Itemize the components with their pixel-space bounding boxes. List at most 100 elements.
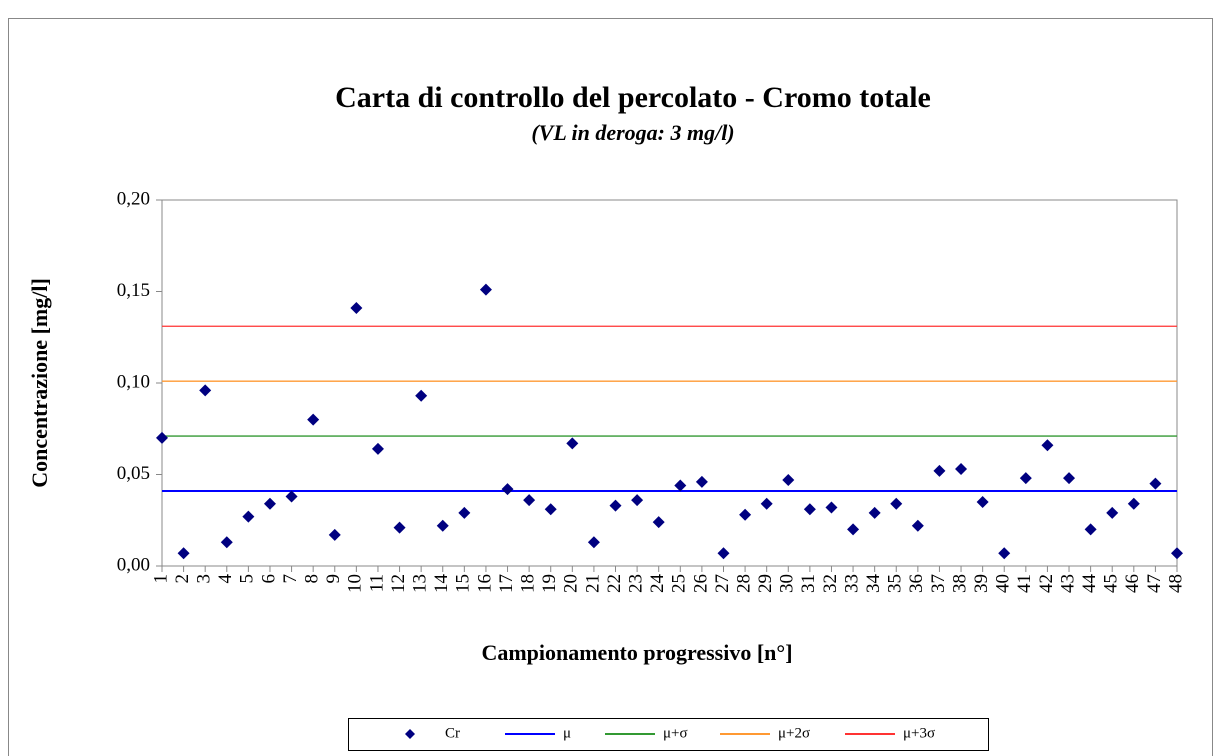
x-tick-label: 15 [453,574,474,593]
y-tick-label: 0,15 [117,280,150,301]
data-point [350,301,363,314]
data-point [1106,506,1119,519]
x-tick-label: 34 [863,574,884,594]
x-tick-label: 3 [194,574,215,584]
x-tick-label: 28 [733,574,754,593]
chart-subtitle: (VL in deroga: 3 mg/l) [531,120,734,145]
data-point [868,506,881,519]
y-axis-title: Concentrazione [mg/l] [27,278,52,488]
data-point [242,510,255,523]
x-tick-label: 31 [798,574,819,593]
legend-label: μ [563,725,571,741]
data-point [674,479,687,492]
data-point [307,413,320,426]
x-tick-label: 29 [755,574,776,593]
data-point [415,389,428,402]
x-tick-label: 20 [561,574,582,593]
y-tick-label: 0,00 [117,554,150,575]
y-tick-label: 0,10 [117,371,150,392]
data-point [1171,547,1183,560]
x-tick-label: 12 [388,574,409,593]
x-tick-label: 41 [1014,574,1035,593]
x-tick-label: 24 [647,574,668,594]
data-point [955,463,968,476]
x-tick-label: 2 [172,574,193,584]
data-point [479,283,492,296]
data-point [631,494,644,507]
data-point [933,464,946,477]
x-tick-label: 5 [237,574,258,584]
data-point [220,536,233,549]
data-point [1149,477,1162,490]
data-point [1063,472,1076,485]
x-tick-label: 42 [1036,574,1057,593]
data-point [998,547,1011,560]
x-tick-label: 43 [1057,574,1078,593]
x-tick-label: 33 [841,574,862,593]
data-point [825,501,838,514]
x-tick-label: 35 [885,574,906,593]
legend-label: Cr [445,725,460,741]
x-tick-label: 40 [993,574,1014,593]
y-tick-label: 0,20 [117,188,150,209]
x-tick-label: 11 [366,574,387,592]
x-tick-label: 6 [258,574,279,584]
x-tick-label: 1 [150,574,171,584]
x-tick-label: 14 [431,574,452,594]
chart-title: Carta di controllo del percolato - Cromo… [335,81,931,114]
x-tick-label: 44 [1079,574,1100,594]
x-tick-label: 48 [1165,574,1186,593]
x-tick-label: 7 [280,574,301,584]
data-point [328,528,341,541]
x-tick-label: 21 [582,574,603,593]
legend-marker [405,729,415,739]
x-tick-label: 36 [906,574,927,593]
data-point [652,516,665,529]
data-point [177,547,190,560]
data-point [285,490,298,503]
data-point [587,536,600,549]
data-point [156,431,168,444]
data-point [760,497,773,510]
legend-label: μ+2σ [778,725,810,741]
x-tick-label: 25 [669,574,690,593]
x-tick-label: 16 [474,574,495,593]
data-point [393,521,406,534]
data-point [1019,472,1032,485]
plot-area [161,199,1178,567]
data-point [890,497,903,510]
legend-label: μ+3σ [903,725,935,741]
x-tick-label: 45 [1101,574,1122,593]
y-tick-label: 0,05 [117,463,150,484]
data-point [263,497,276,510]
data-point [501,483,514,496]
x-tick-label: 37 [928,574,949,593]
x-tick-label: 13 [410,574,431,593]
data-point [458,506,471,519]
x-tick-label: 18 [517,574,538,593]
x-tick-label: 30 [777,574,798,593]
x-tick-label: 47 [1144,574,1165,593]
data-point [717,547,730,560]
x-axis-title: Campionamento progressivo [n°] [481,640,792,665]
x-tick-label: 8 [302,574,323,584]
x-tick-label: 10 [345,574,366,593]
x-tick-label: 39 [971,574,992,593]
x-tick-label: 32 [820,574,841,593]
data-point [609,499,622,512]
data-point [199,384,212,397]
data-point [1041,439,1054,452]
x-tick-label: 46 [1122,574,1143,593]
data-point [371,442,384,455]
x-tick-label: 4 [215,574,236,584]
data-point [1084,523,1097,536]
data-point [782,473,795,486]
data-point [1127,497,1140,510]
legend-label: μ+σ [663,725,688,741]
x-tick-label: 22 [604,574,625,593]
data-point [976,495,989,508]
data-point [544,503,557,516]
x-tick-label: 9 [323,574,344,584]
x-tick-label: 27 [712,574,733,593]
